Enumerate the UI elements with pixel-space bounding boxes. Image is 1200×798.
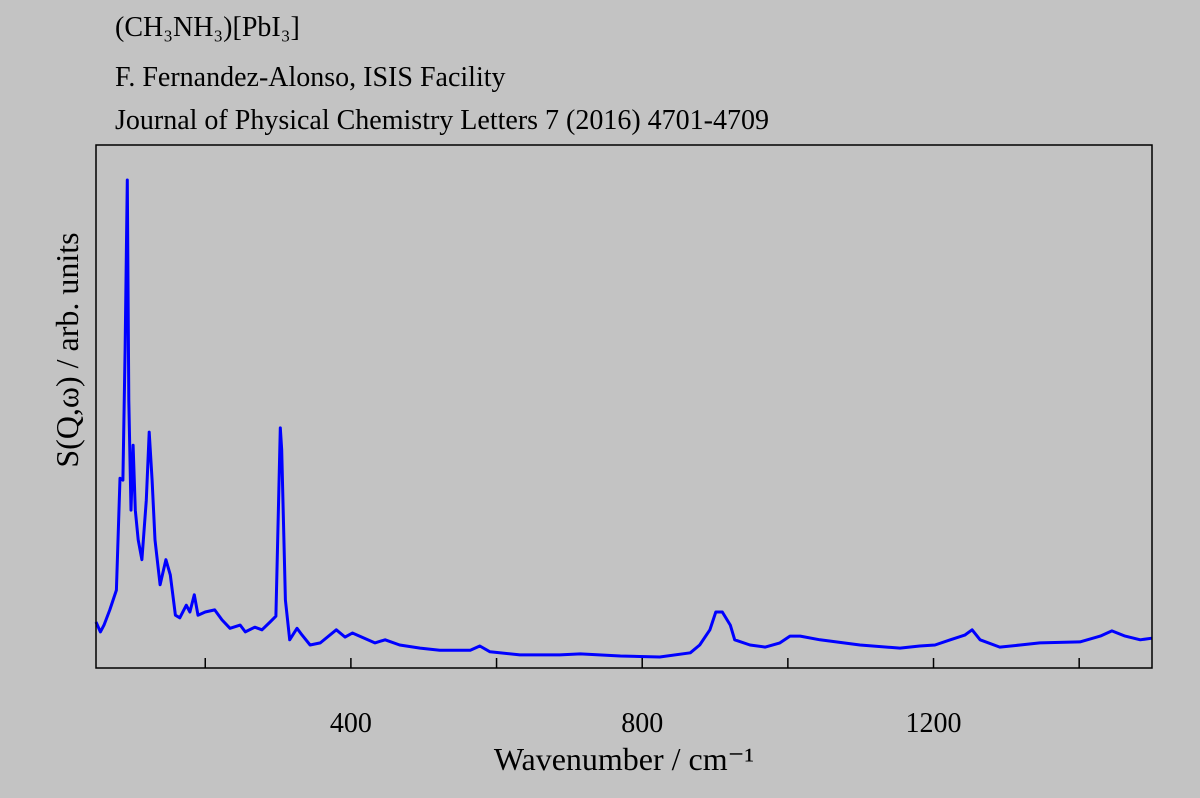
- y-axis-label: S(Q,ω) / arb. units: [49, 232, 85, 467]
- x-tick-label: 800: [621, 708, 663, 739]
- title-line: Journal of Physical Chemistry Letters 7 …: [115, 105, 769, 136]
- title-line: F. Fernandez-Alonso, ISIS Facility: [115, 62, 506, 93]
- title-line: (CH₃NH₃)[PbI₃]: [115, 12, 300, 43]
- plot-frame: [95, 144, 1153, 669]
- x-tick-label: 1200: [906, 708, 962, 739]
- spectrum-line: [94, 178, 1153, 659]
- x-tick-label: 400: [330, 708, 372, 739]
- x-axis-label: Wavenumber / cm⁻¹: [494, 741, 754, 777]
